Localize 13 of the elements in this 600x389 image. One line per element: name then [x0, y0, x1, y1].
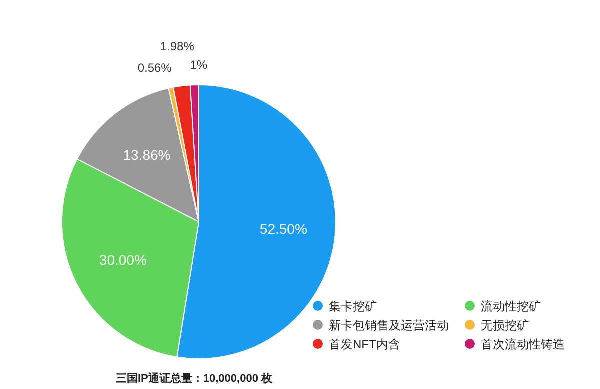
- data-label: 52.50%: [260, 220, 308, 237]
- legend-label: 新卡包销售及运营活动: [329, 318, 449, 332]
- data-label: 30.00%: [99, 252, 147, 268]
- legend-label: 无损挖矿: [481, 318, 529, 332]
- data-label: 1.98%: [160, 39, 195, 54]
- legend-label: 首发NFT内含: [329, 338, 400, 352]
- data-label: 1%: [190, 58, 208, 72]
- legend-label: 流动性挖矿: [481, 300, 541, 314]
- text: 三国IP通证总量：10,000,000 枚: [116, 372, 274, 385]
- legend-label: 集卡挖矿: [329, 300, 377, 314]
- legend-label: 首次流动性铸造: [481, 338, 565, 352]
- data-label: 0.56%: [138, 61, 172, 76]
- data-label: 13.86%: [123, 146, 171, 163]
